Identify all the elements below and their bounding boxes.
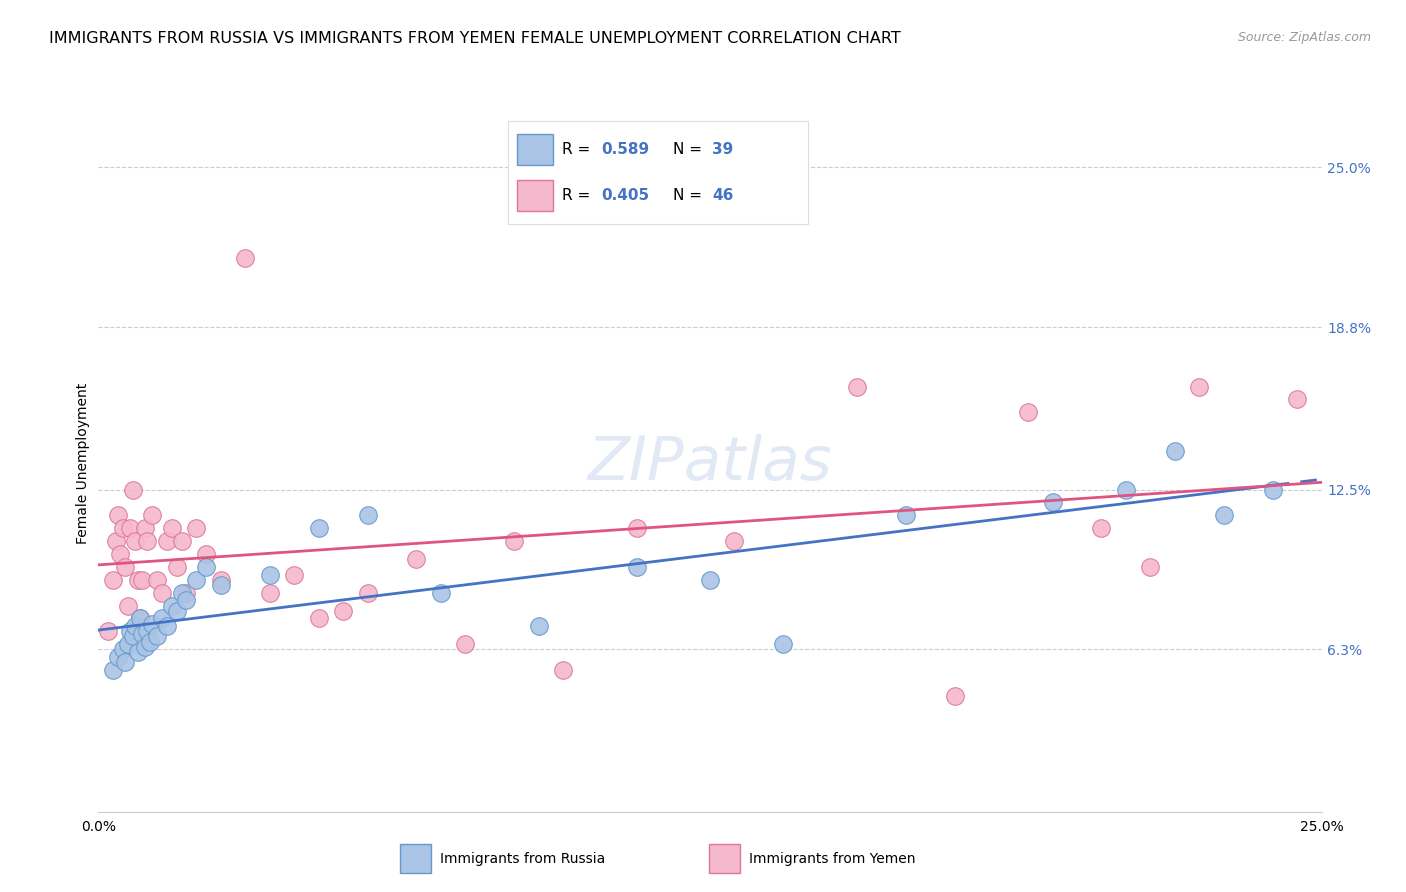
Point <box>527 619 550 633</box>
Text: ZIPatlas: ZIPatlas <box>588 434 832 493</box>
Text: Immigrants from Yemen: Immigrants from Yemen <box>749 852 915 865</box>
Point <box>1090 521 1112 535</box>
Point <box>97 624 120 639</box>
Point <box>156 619 179 633</box>
Point <box>150 611 173 625</box>
Point <box>101 663 124 677</box>
Point <box>209 578 232 592</box>
Point <box>503 534 526 549</box>
Point <box>114 560 136 574</box>
Text: IMMIGRANTS FROM RUSSIA VS IMMIGRANTS FROM YEMEN FEMALE UNEMPLOYMENT CORRELATION : IMMIGRANTS FROM RUSSIA VS IMMIGRANTS FRO… <box>49 31 901 46</box>
Point <box>134 521 156 535</box>
Point <box>111 642 134 657</box>
Point <box>124 619 146 633</box>
Point <box>141 616 163 631</box>
Point <box>114 655 136 669</box>
Point <box>166 560 188 574</box>
Point <box>176 585 198 599</box>
Point <box>332 604 354 618</box>
Point <box>626 560 648 574</box>
Point <box>1212 508 1234 523</box>
Point <box>723 534 745 549</box>
Point <box>195 560 218 574</box>
Point <box>1188 379 1211 393</box>
Point <box>176 593 198 607</box>
Point <box>699 573 721 587</box>
FancyBboxPatch shape <box>709 844 740 873</box>
Point <box>1286 392 1309 407</box>
Point <box>107 508 129 523</box>
Point <box>146 573 169 587</box>
Point <box>156 534 179 549</box>
Point <box>150 585 173 599</box>
Point <box>160 521 183 535</box>
Point <box>136 534 159 549</box>
Point <box>146 630 169 644</box>
Point <box>259 585 281 599</box>
Point <box>356 585 378 599</box>
Point <box>117 637 139 651</box>
Point <box>405 552 427 566</box>
Point <box>1164 444 1187 458</box>
Point <box>124 534 146 549</box>
Point <box>111 521 134 535</box>
Point <box>104 534 127 549</box>
Point <box>186 521 208 535</box>
Point <box>1115 483 1137 497</box>
Point <box>454 637 477 651</box>
Point <box>1261 483 1284 497</box>
Point <box>136 624 159 639</box>
FancyBboxPatch shape <box>399 844 430 873</box>
Point <box>356 508 378 523</box>
Point <box>166 604 188 618</box>
Point <box>129 611 152 625</box>
Point <box>894 508 917 523</box>
Point <box>117 599 139 613</box>
Point <box>120 624 142 639</box>
Point <box>127 573 149 587</box>
Point <box>127 645 149 659</box>
Point <box>195 547 218 561</box>
Point <box>120 521 142 535</box>
Point <box>160 599 183 613</box>
Point <box>308 611 330 625</box>
Point <box>1017 405 1039 419</box>
Point <box>1139 560 1161 574</box>
Point <box>121 630 143 644</box>
Point <box>1042 495 1064 509</box>
Point <box>101 573 124 587</box>
Point <box>430 585 453 599</box>
Point <box>772 637 794 651</box>
Point <box>308 521 330 535</box>
Point <box>283 567 305 582</box>
Point <box>170 534 193 549</box>
Point <box>131 573 153 587</box>
Point <box>121 483 143 497</box>
Text: Source: ZipAtlas.com: Source: ZipAtlas.com <box>1237 31 1371 45</box>
Point <box>170 585 193 599</box>
Point <box>139 634 162 648</box>
Point <box>141 508 163 523</box>
Point <box>186 573 208 587</box>
Point <box>553 663 575 677</box>
Point <box>943 689 966 703</box>
Point <box>233 251 256 265</box>
Point <box>259 567 281 582</box>
Point <box>209 573 232 587</box>
Point <box>134 640 156 654</box>
Point <box>845 379 868 393</box>
Point <box>129 611 152 625</box>
Point <box>626 521 648 535</box>
Point <box>107 650 129 665</box>
Y-axis label: Female Unemployment: Female Unemployment <box>76 384 90 544</box>
Text: Immigrants from Russia: Immigrants from Russia <box>440 852 606 865</box>
Point <box>131 627 153 641</box>
Point <box>110 547 132 561</box>
